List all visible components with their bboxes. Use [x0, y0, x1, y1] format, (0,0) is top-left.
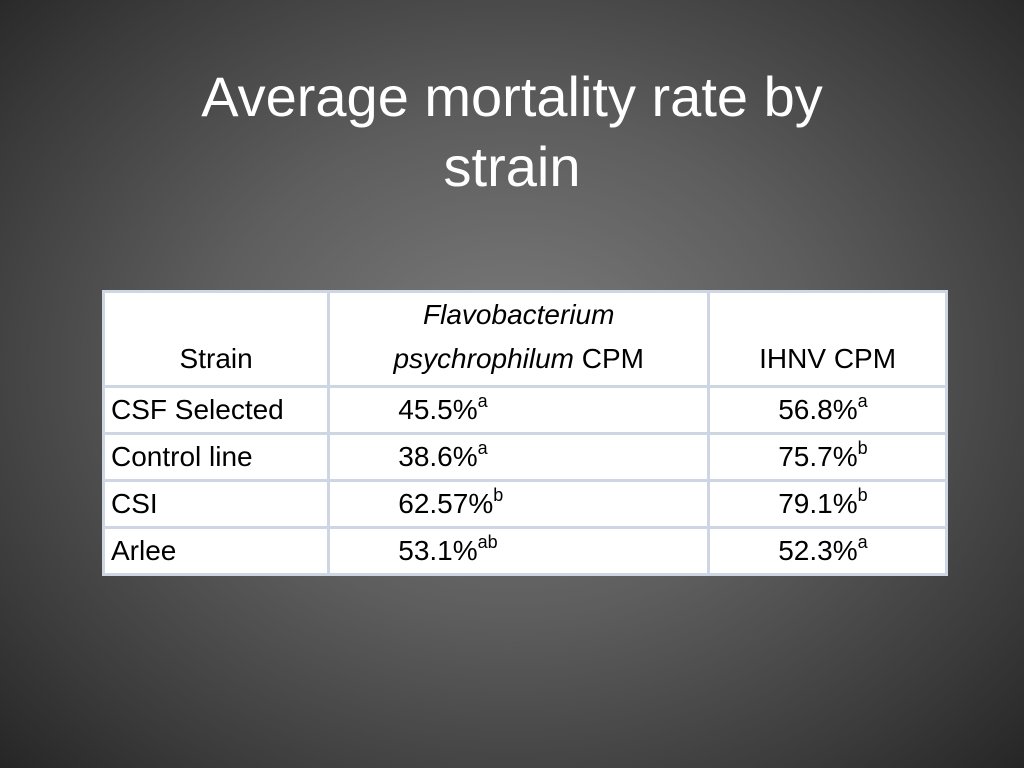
- ihnv-cpm-superscript: a: [857, 532, 868, 552]
- ihnv-cpm-value: 52.3%: [778, 535, 858, 566]
- strain-cell: Control line: [101, 432, 331, 482]
- ihnv-cpm-value: 56.8%: [778, 394, 858, 425]
- table-row: CSF Selected 45.5%a 56.8%a: [101, 385, 948, 435]
- strain-cell: CSF Selected: [101, 385, 331, 435]
- flavo-cpm-cell: 45.5%a: [327, 385, 711, 435]
- table-row: Control line 38.6%a 75.7%b: [101, 432, 948, 482]
- flavo-cpm-superscript: a: [477, 438, 488, 458]
- flavo-cpm-superscript: b: [493, 485, 504, 505]
- header-flavo-species: psychrophilum: [393, 343, 574, 374]
- strain-cell: CSI: [101, 479, 331, 529]
- table-row: Arlee 53.1%ab 52.3%a: [101, 526, 948, 576]
- ihnv-cpm-value: 75.7%: [778, 441, 858, 472]
- header-flavo-suffix: CPM: [574, 343, 644, 374]
- flavo-cpm-value: 45.5%: [398, 394, 478, 425]
- ihnv-cpm-value: 79.1%: [778, 488, 858, 519]
- table-row: CSI 62.57%b 79.1%b: [101, 479, 948, 529]
- ihnv-cpm-cell: 75.7%b: [707, 432, 948, 482]
- mortality-table: Strain Flavobacterium psychrophilum CPM …: [101, 290, 948, 576]
- flavo-cpm-value: 38.6%: [398, 441, 478, 472]
- header-flavobacterium-cpm: Flavobacterium psychrophilum CPM: [327, 290, 711, 388]
- slide-title: Average mortality rate by strain: [0, 62, 1024, 202]
- flavo-cpm-cell: 53.1%ab: [327, 526, 711, 576]
- flavo-cpm-cell: 62.57%b: [327, 479, 711, 529]
- ihnv-cpm-cell: 79.1%b: [707, 479, 948, 529]
- flavo-cpm-value: 62.57%: [398, 488, 494, 519]
- header-ihnv-cpm: IHNV CPM: [707, 290, 948, 388]
- ihnv-cpm-cell: 52.3%a: [707, 526, 948, 576]
- header-flavo-genus: Flavobacterium: [423, 299, 615, 330]
- ihnv-cpm-superscript: b: [857, 438, 868, 458]
- slide-title-line-2: strain: [443, 135, 581, 198]
- slide-title-line-1: Average mortality rate by: [201, 65, 823, 128]
- ihnv-cpm-cell: 56.8%a: [707, 385, 948, 435]
- strain-cell: Arlee: [101, 526, 331, 576]
- flavo-cpm-superscript: ab: [477, 532, 498, 552]
- flavo-cpm-cell: 38.6%a: [327, 432, 711, 482]
- flavo-cpm-value: 53.1%: [398, 535, 478, 566]
- ihnv-cpm-superscript: a: [857, 391, 868, 411]
- ihnv-cpm-superscript: b: [857, 485, 868, 505]
- header-strain: Strain: [101, 290, 331, 388]
- flavo-cpm-superscript: a: [477, 391, 488, 411]
- table-header-row: Strain Flavobacterium psychrophilum CPM …: [101, 290, 948, 388]
